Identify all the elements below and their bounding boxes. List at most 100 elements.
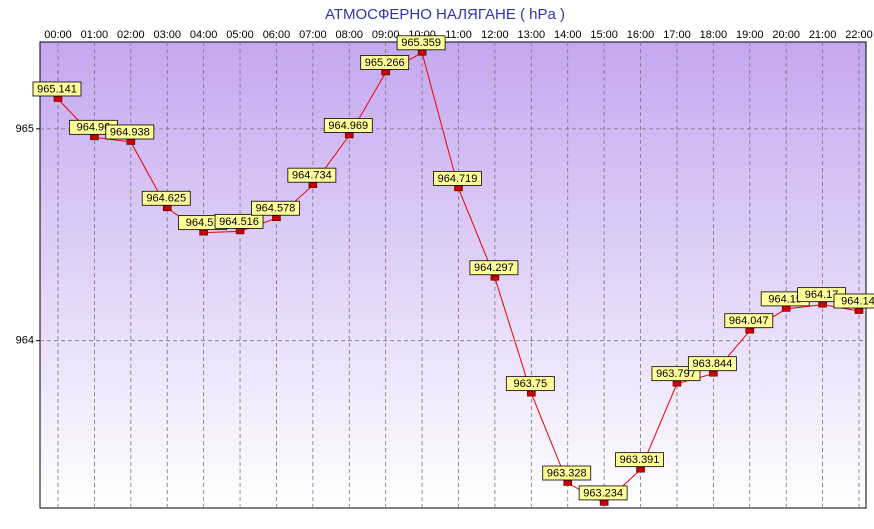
data-label-box [469, 260, 519, 276]
data-label-text: 964.578 [256, 203, 296, 215]
data-label: 964.734 [287, 167, 337, 183]
marker [854, 308, 864, 314]
data-label-box [833, 293, 874, 309]
data-label: 964.96 [69, 119, 118, 135]
marker [126, 139, 136, 145]
x-tick-label: 16:00 [627, 29, 655, 41]
data-label-box [505, 376, 555, 392]
data-label-text: 963.391 [620, 454, 660, 466]
data-label-text: 965.359 [401, 37, 441, 49]
data-label: 963.797 [651, 366, 701, 382]
x-tick-label: 09:00 [372, 29, 400, 41]
data-label-box [141, 190, 191, 206]
y-tick-label: 964 [16, 335, 34, 347]
marker [162, 205, 172, 212]
data-label: 964.047 [724, 313, 774, 329]
marker [745, 327, 755, 334]
y-tick-label: 965 [16, 123, 34, 135]
marker [454, 185, 463, 192]
data-label-text: 964.51 [186, 217, 220, 229]
x-tick-label: 06:00 [263, 29, 291, 41]
data-label-text: 964.969 [328, 120, 368, 132]
data-label-box [542, 465, 592, 481]
data-label-text: 965.266 [365, 57, 405, 69]
data-label-text: 964.17 [805, 289, 839, 301]
marker [199, 229, 208, 236]
x-tick-label: 00:00 [44, 29, 72, 41]
data-label-text: 964.14 [841, 295, 874, 307]
data-label-text: 964.15 [768, 293, 802, 305]
data-label-box [687, 356, 737, 372]
data-label: 964.578 [251, 200, 300, 216]
chart-title: АТМОСФЕРНО НАЛЯГАНЕ ( hPa ) [325, 6, 565, 23]
x-tick-label: 12:00 [481, 29, 509, 41]
marker [417, 50, 427, 56]
data-label-box [105, 124, 155, 140]
data-label-text: 963.75 [513, 378, 547, 390]
data-label: 964.51 [178, 215, 228, 231]
x-tick-label: 20:00 [772, 29, 800, 41]
x-tick-label: 17:00 [663, 29, 691, 41]
x-tick-label: 13:00 [518, 29, 546, 41]
x-tick-label: 07:00 [299, 29, 327, 41]
marker [709, 370, 718, 377]
marker [818, 301, 827, 308]
data-label-box [433, 170, 482, 186]
data-label: 963.75 [505, 376, 555, 392]
data-label: 963.844 [687, 356, 737, 372]
marker [563, 480, 573, 486]
x-tick-label: 02:00 [117, 29, 145, 41]
marker [381, 69, 390, 76]
marker [599, 500, 609, 506]
x-tick-label: 22:00 [845, 29, 873, 41]
x-tick-label: 01:00 [81, 29, 109, 41]
data-label: 963.328 [542, 465, 592, 481]
marker [235, 228, 245, 235]
x-tick-label: 08:00 [336, 29, 364, 41]
data-label: 965.359 [396, 35, 446, 51]
plot-area [39, 41, 867, 509]
data-label: 963.391 [615, 452, 664, 468]
data-label-text: 963.797 [656, 368, 696, 380]
data-label-text: 964.516 [219, 216, 259, 228]
x-tick-label: 21:00 [809, 29, 837, 41]
data-label-text: 964.938 [110, 126, 150, 138]
data-label-box [360, 55, 410, 70]
data-label: 964.938 [105, 124, 155, 140]
data-label-text: 964.719 [438, 173, 478, 185]
marker [781, 306, 791, 312]
marker [90, 134, 99, 141]
data-label: 965.266 [360, 55, 410, 70]
marker [344, 132, 354, 139]
data-label-box [323, 118, 373, 133]
data-label: 965.141 [32, 81, 82, 97]
data-label-box [251, 200, 300, 216]
data-label: 964.516 [214, 213, 264, 229]
x-tick-label: 18:00 [700, 29, 728, 41]
marker [490, 274, 500, 281]
data-label-box [396, 35, 446, 51]
data-label-box [214, 213, 264, 229]
data-label-text: 963.328 [547, 467, 587, 479]
marker [636, 466, 645, 473]
x-tick-label: 11:00 [445, 29, 472, 41]
data-label-box [615, 452, 664, 468]
x-tick-label: 19:00 [736, 29, 764, 41]
data-label-box [651, 366, 701, 382]
data-label-text: 964.047 [729, 315, 769, 327]
data-label-text: 963.234 [583, 487, 623, 499]
x-tick-label: 05:00 [226, 29, 254, 41]
data-label-text: 964.297 [474, 262, 514, 274]
marker [53, 96, 63, 102]
data-label-box [32, 81, 82, 97]
data-label-text: 964.734 [292, 170, 332, 182]
x-tick-label: 15:00 [590, 29, 618, 41]
marker [308, 182, 318, 188]
data-label: 964.625 [141, 190, 191, 206]
marker [272, 215, 281, 222]
data-label: 963.234 [578, 485, 628, 501]
x-tick-label: 03:00 [153, 29, 181, 41]
x-tick-label: 14:00 [554, 29, 582, 41]
